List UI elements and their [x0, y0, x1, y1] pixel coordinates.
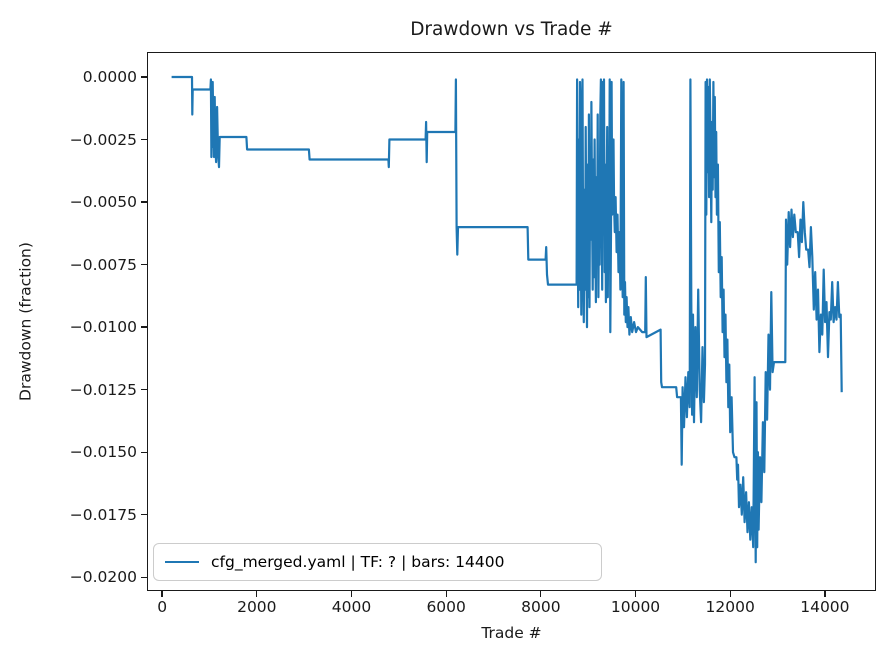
y-tick-mark: [141, 326, 147, 328]
x-tick-label: 6000: [426, 598, 466, 616]
y-tick-mark: [141, 138, 147, 141]
x-tick-label: 8000: [521, 598, 561, 616]
x-tick-mark: [445, 591, 447, 597]
x-tick-mark: [824, 591, 826, 597]
x-tick-label: 4000: [331, 598, 372, 616]
y-tick-label: 0.0000: [82, 68, 137, 86]
y-tick-mark: [141, 76, 147, 78]
x-tick-mark: [634, 591, 637, 597]
y-tick-label: −0.0050: [69, 193, 137, 212]
x-tick-mark: [161, 591, 163, 597]
y-tick-label: −0.0025: [69, 130, 137, 149]
x-tick-mark: [350, 591, 353, 597]
x-tick-label: 0: [157, 598, 168, 616]
y-tick-mark: [141, 389, 147, 391]
x-tick-label: 2000: [237, 598, 277, 616]
y-tick-mark: [141, 201, 147, 203]
legend: cfg_merged.yaml | TF: ? | bars: 14400: [153, 543, 602, 581]
y-tick-mark: [141, 514, 147, 516]
y-tick-label: −0.0075: [69, 255, 137, 274]
y-axis-label: Drawdown (fraction): [16, 242, 35, 401]
y-tick-mark: [141, 451, 147, 453]
y-tick-label: −0.0125: [69, 380, 137, 399]
x-tick-mark: [540, 591, 542, 597]
y-tick-label: −0.0100: [69, 318, 137, 337]
x-tick-label: 12000: [705, 598, 755, 616]
x-tick-label: 10000: [610, 598, 661, 616]
y-tick-mark: [141, 576, 147, 578]
y-tick-label: −0.0150: [69, 443, 137, 462]
y-tick-label: −0.0175: [69, 505, 137, 524]
y-tick-mark: [141, 263, 147, 266]
legend-label: cfg_merged.yaml | TF: ? | bars: 14400: [211, 553, 505, 571]
y-tick-label: −0.0200: [69, 568, 137, 587]
x-tick-mark: [256, 591, 258, 597]
x-tick-mark: [729, 591, 731, 597]
x-axis-label: Trade #: [481, 624, 542, 642]
drawdown-line: [171, 75, 843, 564]
legend-line-sample-icon: [165, 560, 199, 564]
x-tick-label: 14000: [800, 598, 850, 616]
chart-title: Drawdown vs Trade #: [410, 19, 613, 40]
